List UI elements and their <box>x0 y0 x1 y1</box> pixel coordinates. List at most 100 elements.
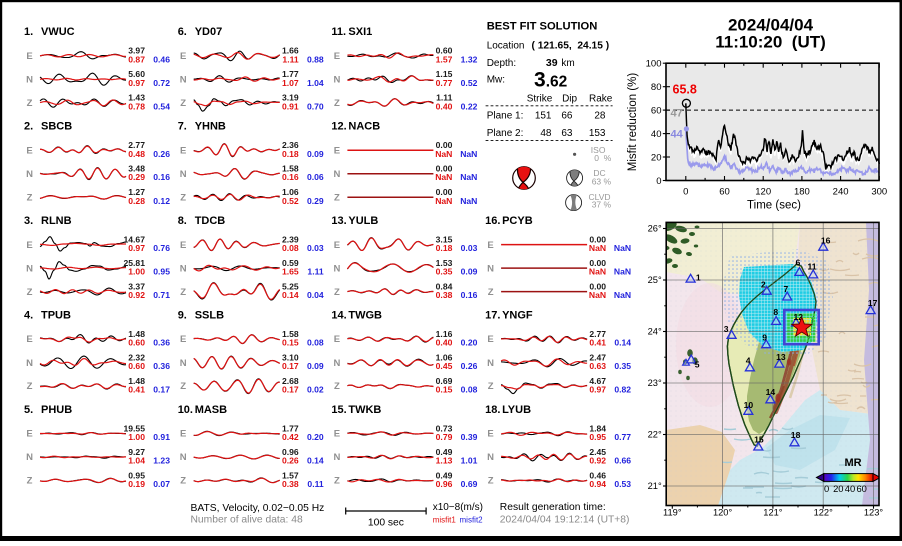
svg-text:16: 16 <box>821 235 831 245</box>
svg-text:N: N <box>26 263 33 274</box>
svg-text:17.: 17. <box>485 310 500 322</box>
svg-text:0.91: 0.91 <box>282 101 299 111</box>
svg-text:E: E <box>180 145 186 156</box>
svg-text:11:10:20 (UT): 11:10:20 (UT) <box>715 33 826 52</box>
svg-text:0.08: 0.08 <box>307 338 324 348</box>
svg-text:1.04: 1.04 <box>128 456 145 466</box>
svg-text:N: N <box>26 358 33 369</box>
svg-text:0.38: 0.38 <box>282 479 299 489</box>
svg-text:NaN: NaN <box>614 243 631 253</box>
svg-text:0.60: 0.60 <box>128 338 145 348</box>
svg-text:Z: Z <box>488 381 494 392</box>
svg-text:0.72: 0.72 <box>153 78 170 88</box>
svg-text:0.17: 0.17 <box>282 385 299 395</box>
svg-text:km: km <box>561 58 574 69</box>
svg-text:E: E <box>26 240 32 251</box>
svg-text:Rake: Rake <box>589 93 613 104</box>
svg-text:0.88: 0.88 <box>307 54 324 64</box>
svg-text:5.: 5. <box>24 404 33 416</box>
svg-text:2024/04/04: 2024/04/04 <box>728 15 814 34</box>
svg-text:20: 20 <box>833 483 843 494</box>
svg-text:0.29: 0.29 <box>128 172 145 182</box>
svg-text:13: 13 <box>776 352 786 362</box>
svg-text:1.11: 1.11 <box>307 267 323 277</box>
svg-text:0.92: 0.92 <box>128 290 145 300</box>
svg-text:0.20: 0.20 <box>461 338 478 348</box>
svg-text:1.65: 1.65 <box>282 267 299 277</box>
svg-text:0.79: 0.79 <box>436 432 453 442</box>
svg-text:0.09: 0.09 <box>461 267 478 277</box>
svg-text:180: 180 <box>794 187 810 198</box>
svg-text:1.11: 1.11 <box>282 54 298 64</box>
svg-text:YD07: YD07 <box>195 26 223 38</box>
svg-text:x10−8(m/s): x10−8(m/s) <box>433 502 483 513</box>
svg-text:NaN: NaN <box>435 172 452 182</box>
svg-text:18.: 18. <box>485 404 500 416</box>
svg-text:1: 1 <box>696 273 701 283</box>
svg-text:0.15: 0.15 <box>282 338 299 348</box>
svg-text:TPUB: TPUB <box>41 310 71 322</box>
svg-text:1.32: 1.32 <box>461 54 478 64</box>
svg-text:6: 6 <box>796 257 801 267</box>
svg-text:PCYB: PCYB <box>502 215 533 227</box>
svg-text:3: 3 <box>724 324 729 334</box>
svg-text:0.63: 0.63 <box>589 361 606 371</box>
svg-text:0.15: 0.15 <box>436 385 453 395</box>
svg-text:YNGF: YNGF <box>502 310 533 322</box>
svg-text:NaN: NaN <box>460 149 477 159</box>
svg-text:NaN: NaN <box>460 196 477 206</box>
svg-text:0.03: 0.03 <box>307 243 324 253</box>
svg-text:YHNB: YHNB <box>195 121 226 133</box>
svg-text:0.29: 0.29 <box>307 196 324 206</box>
svg-text:1.: 1. <box>24 26 33 38</box>
svg-text:100: 100 <box>646 59 662 70</box>
svg-text:1.01: 1.01 <box>461 456 478 466</box>
svg-text:1.00: 1.00 <box>128 432 145 442</box>
svg-text:0: 0 <box>683 187 688 198</box>
svg-text:66: 66 <box>561 111 573 122</box>
svg-text:9.: 9. <box>178 310 187 322</box>
svg-text:13.: 13. <box>331 215 346 227</box>
svg-text:0.92: 0.92 <box>589 456 606 466</box>
svg-text:0.41: 0.41 <box>128 385 145 395</box>
svg-text:Z: Z <box>334 192 340 203</box>
svg-text:2: 2 <box>761 280 766 290</box>
svg-text:0.91: 0.91 <box>153 432 170 442</box>
svg-text:0.52: 0.52 <box>461 78 478 88</box>
svg-text:Z: Z <box>27 476 33 487</box>
svg-text:NaN: NaN <box>589 290 606 300</box>
svg-text:BATS, Velocity, 0.02−0.05 Hz: BATS, Velocity, 0.02−0.05 Hz <box>191 503 325 514</box>
svg-text:Z: Z <box>27 192 33 203</box>
svg-text:0.48: 0.48 <box>128 149 145 159</box>
svg-text:NaN: NaN <box>614 290 631 300</box>
svg-text:E: E <box>334 51 340 62</box>
svg-text:0.17: 0.17 <box>282 361 299 371</box>
svg-text:25°: 25° <box>648 275 662 285</box>
svg-text:0: 0 <box>824 483 829 494</box>
svg-text:0.40: 0.40 <box>436 338 453 348</box>
svg-text:8: 8 <box>773 307 778 317</box>
svg-text:Time (sec): Time (sec) <box>747 200 801 212</box>
svg-text:23°: 23° <box>648 378 662 388</box>
svg-text:0.39: 0.39 <box>461 432 478 442</box>
svg-text:0.03: 0.03 <box>461 243 478 253</box>
svg-text:120: 120 <box>755 187 771 198</box>
svg-text:E: E <box>180 51 186 62</box>
svg-text:0.76: 0.76 <box>153 243 170 253</box>
svg-text:153: 153 <box>589 128 606 139</box>
svg-text:12.: 12. <box>331 121 346 133</box>
svg-text:LYUB: LYUB <box>502 404 531 416</box>
svg-text:N: N <box>487 358 494 369</box>
svg-text:0.22: 0.22 <box>461 101 478 111</box>
svg-text:11: 11 <box>808 262 817 272</box>
svg-text:E: E <box>180 429 186 440</box>
svg-text:0.77: 0.77 <box>436 78 453 88</box>
svg-text:N: N <box>26 452 33 463</box>
svg-text:300: 300 <box>871 187 887 198</box>
svg-text:1.07: 1.07 <box>282 78 299 88</box>
svg-text:TWGB: TWGB <box>348 310 382 322</box>
svg-text:37 %: 37 % <box>592 200 612 210</box>
svg-text:NaN: NaN <box>614 267 631 277</box>
svg-text:misfit1: misfit1 <box>433 516 457 525</box>
svg-text:240: 240 <box>833 187 849 198</box>
